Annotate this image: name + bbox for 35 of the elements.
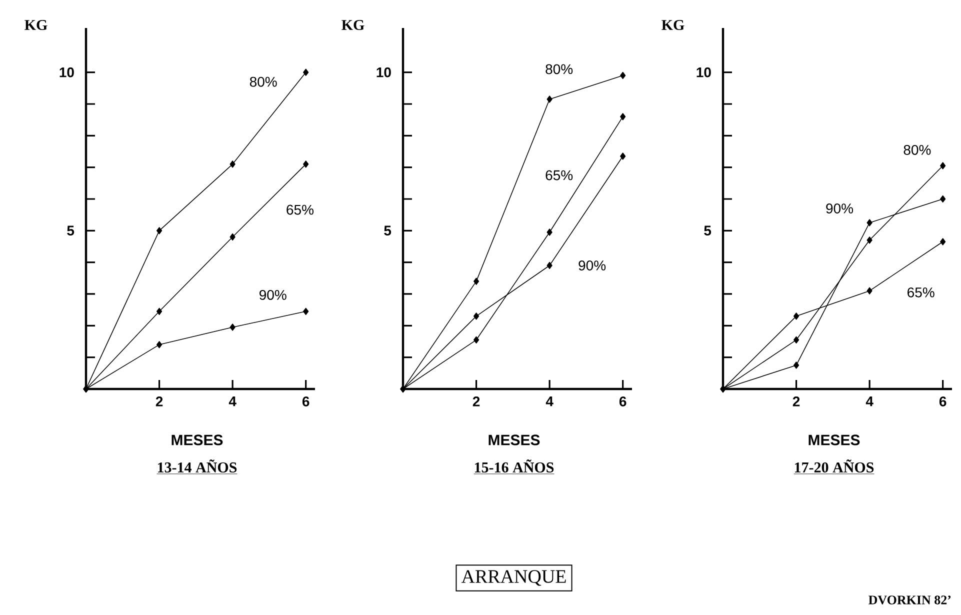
y-axis-title: KG [662, 20, 684, 30]
series-label: 80% [904, 144, 931, 155]
y-axis-title: KG [24, 20, 48, 30]
x-tick-label: 4 [228, 396, 236, 406]
x-tick-label: 2 [156, 396, 163, 406]
series-label: 90% [826, 204, 854, 214]
x-tick-label: 6 [302, 396, 310, 406]
text: 15-16 AÑOS [475, 459, 554, 472]
series-label: 65% [546, 170, 573, 180]
series-label: 65% [286, 204, 314, 215]
y-tick-label: 5 [704, 226, 712, 236]
series-label: 80% [250, 76, 277, 87]
x-tick-label: 4 [866, 396, 874, 406]
series-label: 90% [578, 260, 606, 270]
x-tick-label: 6 [939, 396, 946, 406]
text: DVORKIN 82’ [868, 596, 951, 604]
series-label: 80% [546, 64, 573, 74]
x-tick-label: 6 [619, 396, 626, 406]
x-axis-title: MESES [808, 434, 860, 446]
x-tick-label: 2 [792, 396, 800, 406]
text: 17-20 AÑOS [795, 459, 874, 472]
x-tick-label: 2 [472, 396, 480, 406]
x-tick-label: 4 [546, 396, 554, 406]
y-tick-label: 5 [67, 226, 74, 236]
y-axis-title: KG [342, 20, 364, 30]
series-label: 65% [908, 287, 934, 298]
y-tick-label: 10 [376, 67, 391, 78]
y-tick-label: 5 [384, 226, 392, 236]
y-tick-label: 10 [696, 67, 711, 78]
text: 13-14 AÑOS [158, 459, 237, 472]
x-axis-title: MESES [488, 434, 540, 446]
text: ARRANQUE [461, 570, 566, 586]
y-tick-label: 10 [60, 67, 74, 78]
series-label: 90% [260, 290, 286, 300]
x-axis-title: MESES [172, 434, 223, 446]
